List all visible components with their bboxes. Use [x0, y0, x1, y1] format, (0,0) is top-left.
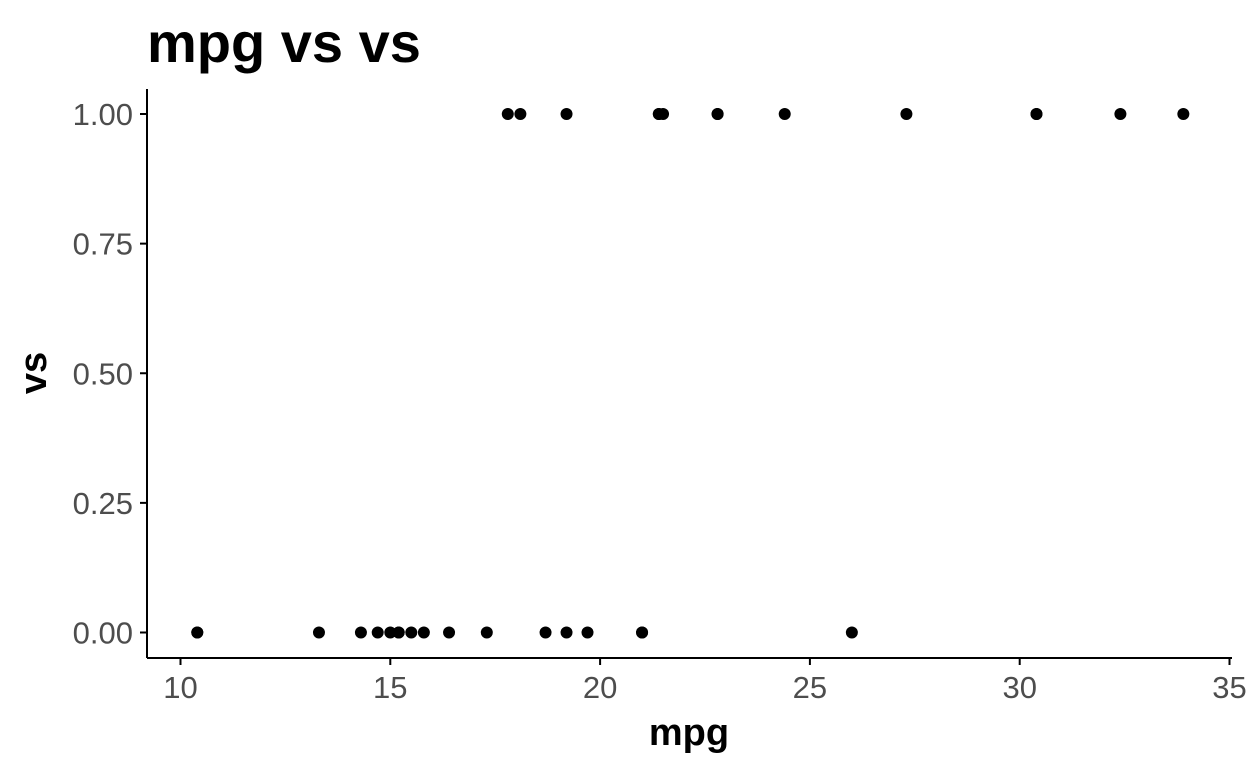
x-tick-label: 10 [163, 670, 197, 705]
x-tick-label: 35 [1212, 670, 1246, 705]
data-point [312, 626, 325, 639]
data-point [1177, 108, 1190, 120]
x-tick-label: 25 [793, 670, 827, 705]
data-point [514, 108, 527, 120]
data-point [711, 108, 724, 120]
y-tick-label: 0.75 [73, 227, 133, 262]
data-point [1030, 108, 1043, 120]
x-tick-label: 30 [1002, 670, 1036, 705]
x-tick-label: 20 [583, 670, 617, 705]
data-point [657, 108, 670, 120]
x-tick-label: 15 [373, 670, 407, 705]
data-point [900, 108, 913, 120]
chart-title: mpg vs vs [147, 11, 421, 74]
y-tick-label: 0.50 [73, 356, 133, 391]
data-point [384, 626, 397, 639]
y-axis-ticks: 0.00 0.25 0.50 0.75 1.00 [73, 97, 147, 651]
data-point [405, 626, 418, 639]
y-tick-label: 0.25 [73, 486, 133, 521]
data-point [778, 108, 791, 120]
data-point [539, 626, 552, 639]
data-point [191, 626, 204, 639]
data-point [581, 626, 594, 639]
x-axis-title: mpg [649, 712, 729, 754]
data-point [443, 626, 456, 639]
y-axis-title: vs [13, 352, 55, 394]
data-point [845, 626, 858, 639]
data-point [480, 626, 493, 639]
data-point [501, 108, 514, 120]
data-point [636, 626, 649, 639]
y-tick-label: 0.00 [73, 616, 133, 651]
data-point [417, 626, 430, 639]
x-axis-ticks: 10 15 20 25 30 35 [163, 658, 1247, 705]
plot-area: 0.00 0.25 0.50 0.75 1.00 10 15 20 25 30 35 [73, 89, 1247, 705]
y-tick-label: 1.00 [73, 97, 133, 132]
data-point [392, 626, 405, 639]
data-point [354, 626, 367, 639]
data-point [1114, 108, 1127, 120]
data-point [560, 626, 573, 639]
data-point [371, 626, 384, 639]
data-points [191, 108, 1190, 639]
data-point [560, 108, 573, 120]
